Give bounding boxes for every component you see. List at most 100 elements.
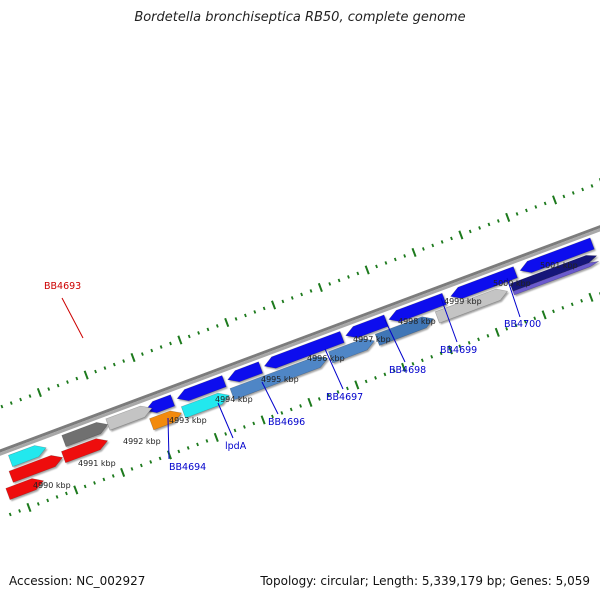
tick-mark: [0, 404, 4, 409]
tick-mark: [364, 265, 370, 275]
tick-mark: [375, 264, 378, 269]
gene-leader-line: [61, 297, 84, 339]
tick-mark: [505, 212, 511, 222]
gene-label: BB4697: [326, 392, 363, 403]
tick-mark: [487, 222, 491, 227]
tick-mark: [505, 327, 509, 331]
gene-label: BB4699: [440, 345, 477, 356]
tick-mark: [94, 369, 97, 374]
blue-cds-arrow: [227, 361, 264, 383]
tick-mark: [260, 415, 266, 425]
tick-mark: [411, 247, 417, 258]
tick-mark: [47, 387, 51, 391]
tick-mark: [271, 300, 277, 310]
tick-mark: [346, 386, 349, 391]
tick-mark: [447, 345, 453, 355]
tick-mark: [541, 310, 547, 320]
kbp-label: 4999 kbp: [444, 297, 482, 306]
tick-mark: [159, 345, 163, 349]
tick-mark: [356, 271, 360, 276]
blue-cds-arrow: [144, 394, 176, 414]
blue-cds-arrow: [450, 266, 518, 299]
genome-summary: Topology: circular; Length: 5,339,179 bp…: [260, 574, 590, 588]
tick-mark: [337, 278, 341, 283]
tick-mark: [467, 341, 471, 345]
tick-mark: [213, 432, 219, 442]
blue-cds-arrow: [176, 375, 227, 402]
tick-mark: [534, 205, 538, 209]
tick-mark: [552, 195, 558, 205]
tick-mark: [26, 502, 32, 513]
tick-mark: [478, 226, 482, 230]
tick-mark: [364, 379, 368, 384]
cyan-cds-arrow: [8, 445, 47, 467]
steelblue-cds-arrow: [374, 316, 435, 346]
gene-leader-line: [440, 297, 458, 343]
genome-backbone: [0, 225, 600, 456]
tick-mark: [36, 387, 42, 398]
tick-mark: [262, 306, 266, 311]
tick-mark: [19, 397, 23, 402]
tick-mark: [83, 484, 87, 489]
tick-mark: [392, 369, 396, 373]
tick-mark: [440, 240, 444, 244]
red-cds-arrow: [8, 455, 64, 483]
tick-mark: [533, 316, 537, 321]
tick-mark: [197, 331, 201, 335]
tick-mark: [562, 194, 566, 199]
tick-mark: [177, 449, 181, 454]
gene-label: BB4696: [268, 417, 305, 428]
outer-tick-ring: [0, 178, 600, 409]
tick-mark: [393, 257, 397, 262]
tick-mark: [224, 317, 230, 328]
tick-mark: [9, 401, 13, 405]
tick-mark: [130, 467, 134, 471]
tick-mark: [177, 335, 183, 345]
kbp-label: 4996 kbp: [307, 354, 345, 363]
tick-mark: [93, 481, 96, 485]
tick-mark: [468, 229, 472, 234]
tick-mark: [244, 313, 247, 318]
tick-mark: [122, 359, 126, 363]
gene-label: lpdA: [225, 441, 247, 452]
tick-mark: [150, 348, 154, 353]
tick-mark: [300, 292, 304, 297]
steelblue-cds-arrow: [328, 338, 376, 364]
blue-cds-arrow: [388, 292, 447, 322]
tick-mark: [420, 358, 424, 363]
tick-mark: [120, 467, 126, 477]
kbp-label: 5000 kbp: [493, 279, 531, 288]
tick-mark: [588, 292, 594, 302]
tick-mark: [477, 337, 480, 342]
tick-mark: [158, 456, 162, 461]
tick-mark: [103, 366, 107, 370]
orange-cds-arrow: [149, 410, 183, 431]
tick-mark: [543, 201, 547, 206]
tick-mark: [411, 362, 415, 366]
gene-label: BB4694: [169, 462, 206, 473]
tick-mark: [280, 411, 284, 415]
lightgray-cds-arrow: [105, 405, 153, 431]
tick-mark: [205, 439, 209, 443]
accession-label: Accession: NC_002927: [9, 574, 146, 588]
gene-leader-line: [384, 319, 406, 363]
tick-mark: [439, 351, 443, 356]
tick-mark: [18, 509, 21, 513]
tick-mark: [28, 394, 32, 398]
kbp-label: 5001 kbp: [540, 261, 578, 270]
tick-mark: [401, 362, 407, 372]
tick-mark: [571, 191, 575, 195]
tick-mark: [494, 327, 500, 337]
tick-mark: [215, 324, 219, 328]
gene-leader-line: [217, 402, 234, 439]
tick-mark: [431, 243, 435, 248]
tick-mark: [271, 414, 274, 419]
kbp-label: 4992 kbp: [123, 437, 161, 446]
backbone-line: [0, 228, 600, 456]
tick-mark: [299, 404, 302, 408]
tick-mark: [403, 254, 407, 258]
tick-mark: [374, 376, 377, 380]
tick-mark: [233, 428, 237, 433]
tick-mark: [307, 397, 313, 407]
